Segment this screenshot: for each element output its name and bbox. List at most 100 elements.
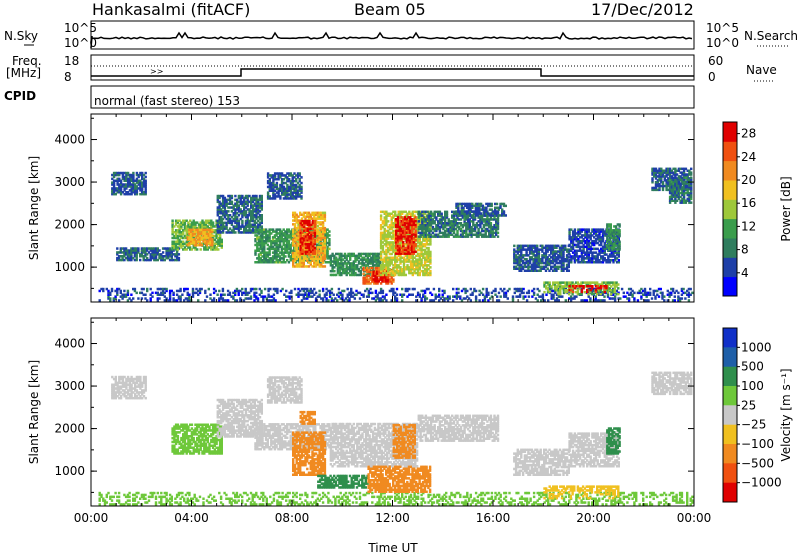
data-cell bbox=[321, 257, 325, 261]
data-cell bbox=[414, 233, 417, 236]
data-cell bbox=[257, 208, 260, 211]
data-cell bbox=[409, 271, 413, 275]
data-cell bbox=[204, 234, 207, 237]
data-cell bbox=[406, 266, 409, 269]
data-cell bbox=[185, 248, 188, 251]
cpid-value: normal (fast stereo) 153 bbox=[94, 94, 241, 108]
data-cell bbox=[377, 264, 380, 267]
data-cell bbox=[396, 229, 400, 232]
data-cell bbox=[293, 189, 296, 192]
data-cell bbox=[426, 210, 429, 214]
data-cell bbox=[454, 235, 457, 238]
data-cell bbox=[454, 224, 457, 227]
data-cell bbox=[617, 291, 620, 295]
data-cell bbox=[323, 246, 327, 249]
data-cell bbox=[418, 239, 421, 242]
data-cell bbox=[275, 261, 278, 264]
data-cell bbox=[181, 293, 184, 296]
data-cell bbox=[189, 225, 192, 228]
data-cell bbox=[204, 225, 208, 228]
data-cell bbox=[293, 183, 296, 187]
data-cell bbox=[522, 291, 525, 295]
data-cell bbox=[178, 225, 181, 228]
data-cell bbox=[425, 256, 429, 259]
data-cell bbox=[666, 299, 669, 302]
data-cell bbox=[228, 214, 232, 217]
data-cell bbox=[119, 183, 123, 186]
data-cell bbox=[444, 216, 447, 219]
data-cell bbox=[398, 235, 401, 238]
data-cell bbox=[470, 216, 473, 219]
data-cell bbox=[418, 252, 421, 256]
data-cell bbox=[445, 233, 449, 236]
data-cell bbox=[318, 257, 321, 261]
data-cell bbox=[230, 196, 234, 200]
data-cell bbox=[395, 293, 399, 296]
data-cell bbox=[207, 240, 210, 243]
data-cell bbox=[223, 215, 227, 219]
data-cell bbox=[427, 258, 430, 261]
data-cell bbox=[365, 276, 369, 279]
data-cell bbox=[407, 216, 410, 219]
data-cell bbox=[200, 232, 203, 235]
data-cell bbox=[250, 219, 253, 223]
data-cell bbox=[128, 185, 132, 188]
data-cell bbox=[433, 229, 436, 233]
data-cell bbox=[263, 259, 266, 262]
data-cell bbox=[146, 247, 149, 250]
data-cell bbox=[123, 251, 126, 254]
data-cell bbox=[112, 181, 116, 184]
data-cell bbox=[452, 210, 456, 214]
data-cell bbox=[180, 225, 183, 228]
data-cell bbox=[182, 232, 185, 236]
data-cell bbox=[193, 242, 196, 245]
data-cell bbox=[183, 225, 187, 228]
data-cell bbox=[412, 233, 415, 236]
data-cell bbox=[227, 194, 230, 198]
data-cell bbox=[142, 173, 146, 177]
data-cell bbox=[504, 295, 508, 298]
data-cell bbox=[241, 210, 244, 213]
data-cell bbox=[300, 265, 304, 268]
data-cell bbox=[424, 220, 428, 223]
data-cell bbox=[438, 229, 442, 233]
data-cell bbox=[190, 232, 193, 235]
data-cell bbox=[273, 247, 277, 251]
data-cell bbox=[397, 273, 400, 277]
data-cell bbox=[213, 229, 216, 232]
data-cell bbox=[142, 293, 145, 296]
data-cell bbox=[429, 233, 433, 236]
data-cell bbox=[359, 273, 362, 277]
data-cell bbox=[447, 229, 450, 233]
data-cell bbox=[261, 255, 264, 258]
data-cell bbox=[116, 187, 119, 190]
data-cell bbox=[465, 233, 468, 236]
data-cell bbox=[217, 240, 220, 243]
data-cell bbox=[298, 179, 301, 183]
data-cell bbox=[677, 297, 680, 300]
data-cell bbox=[253, 194, 256, 198]
data-cell bbox=[612, 293, 615, 296]
data-cell bbox=[179, 289, 182, 293]
data-cell bbox=[218, 196, 221, 200]
data-cell bbox=[410, 239, 414, 242]
data-cell bbox=[111, 191, 114, 194]
data-cell bbox=[118, 189, 121, 192]
data-cell bbox=[323, 228, 327, 232]
data-cell bbox=[111, 189, 114, 192]
data-cell bbox=[388, 246, 392, 250]
data-cell bbox=[408, 293, 411, 296]
data-cell bbox=[277, 243, 280, 247]
data-cell bbox=[211, 234, 214, 237]
data-cell bbox=[677, 291, 680, 295]
data-cell bbox=[220, 242, 223, 245]
data-cell bbox=[307, 240, 311, 243]
data-cell bbox=[410, 221, 414, 225]
data-cell bbox=[302, 261, 305, 264]
data-cell bbox=[390, 282, 393, 285]
data-cell bbox=[273, 183, 277, 187]
data-cell bbox=[161, 258, 165, 262]
data-cell bbox=[301, 223, 304, 227]
data-cell bbox=[374, 274, 377, 277]
data-cell bbox=[306, 242, 309, 246]
